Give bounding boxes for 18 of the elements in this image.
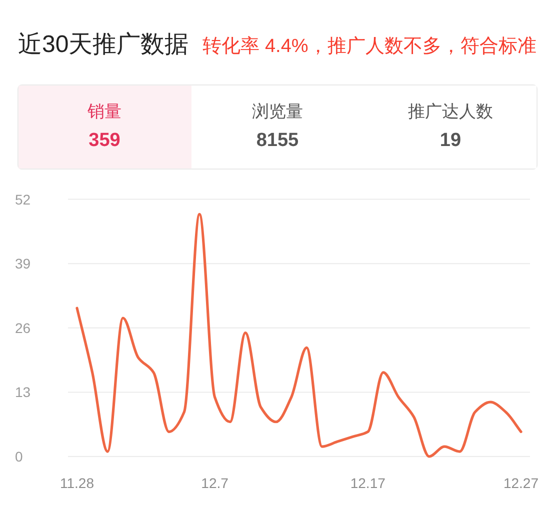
- x-tick-label: 12.7: [201, 475, 229, 491]
- data-label: 359: [88, 130, 120, 151]
- y-tick-label: 39: [15, 256, 31, 272]
- text: 近30天推广数据: [18, 31, 189, 58]
- x-tick-label: 12.27: [503, 475, 539, 491]
- line-series: [76, 212, 522, 458]
- text: 转化率 4.4%，推广人数不多，符合标准: [202, 35, 536, 57]
- y-tick-label: 0: [15, 448, 23, 464]
- x-tick-label: 11.28: [60, 475, 94, 491]
- data-label: 19: [440, 130, 462, 151]
- x-tick-label: 12.17: [350, 475, 386, 491]
- y-tick-label: 26: [15, 320, 31, 336]
- category-label: 推广达人数: [408, 102, 493, 121]
- category-label: 浏览量: [252, 102, 303, 121]
- category-label: 销量: [86, 102, 122, 121]
- y-tick-label: 52: [15, 191, 31, 208]
- data-label: 8155: [256, 130, 300, 151]
- y-tick-label: 13: [15, 384, 31, 400]
